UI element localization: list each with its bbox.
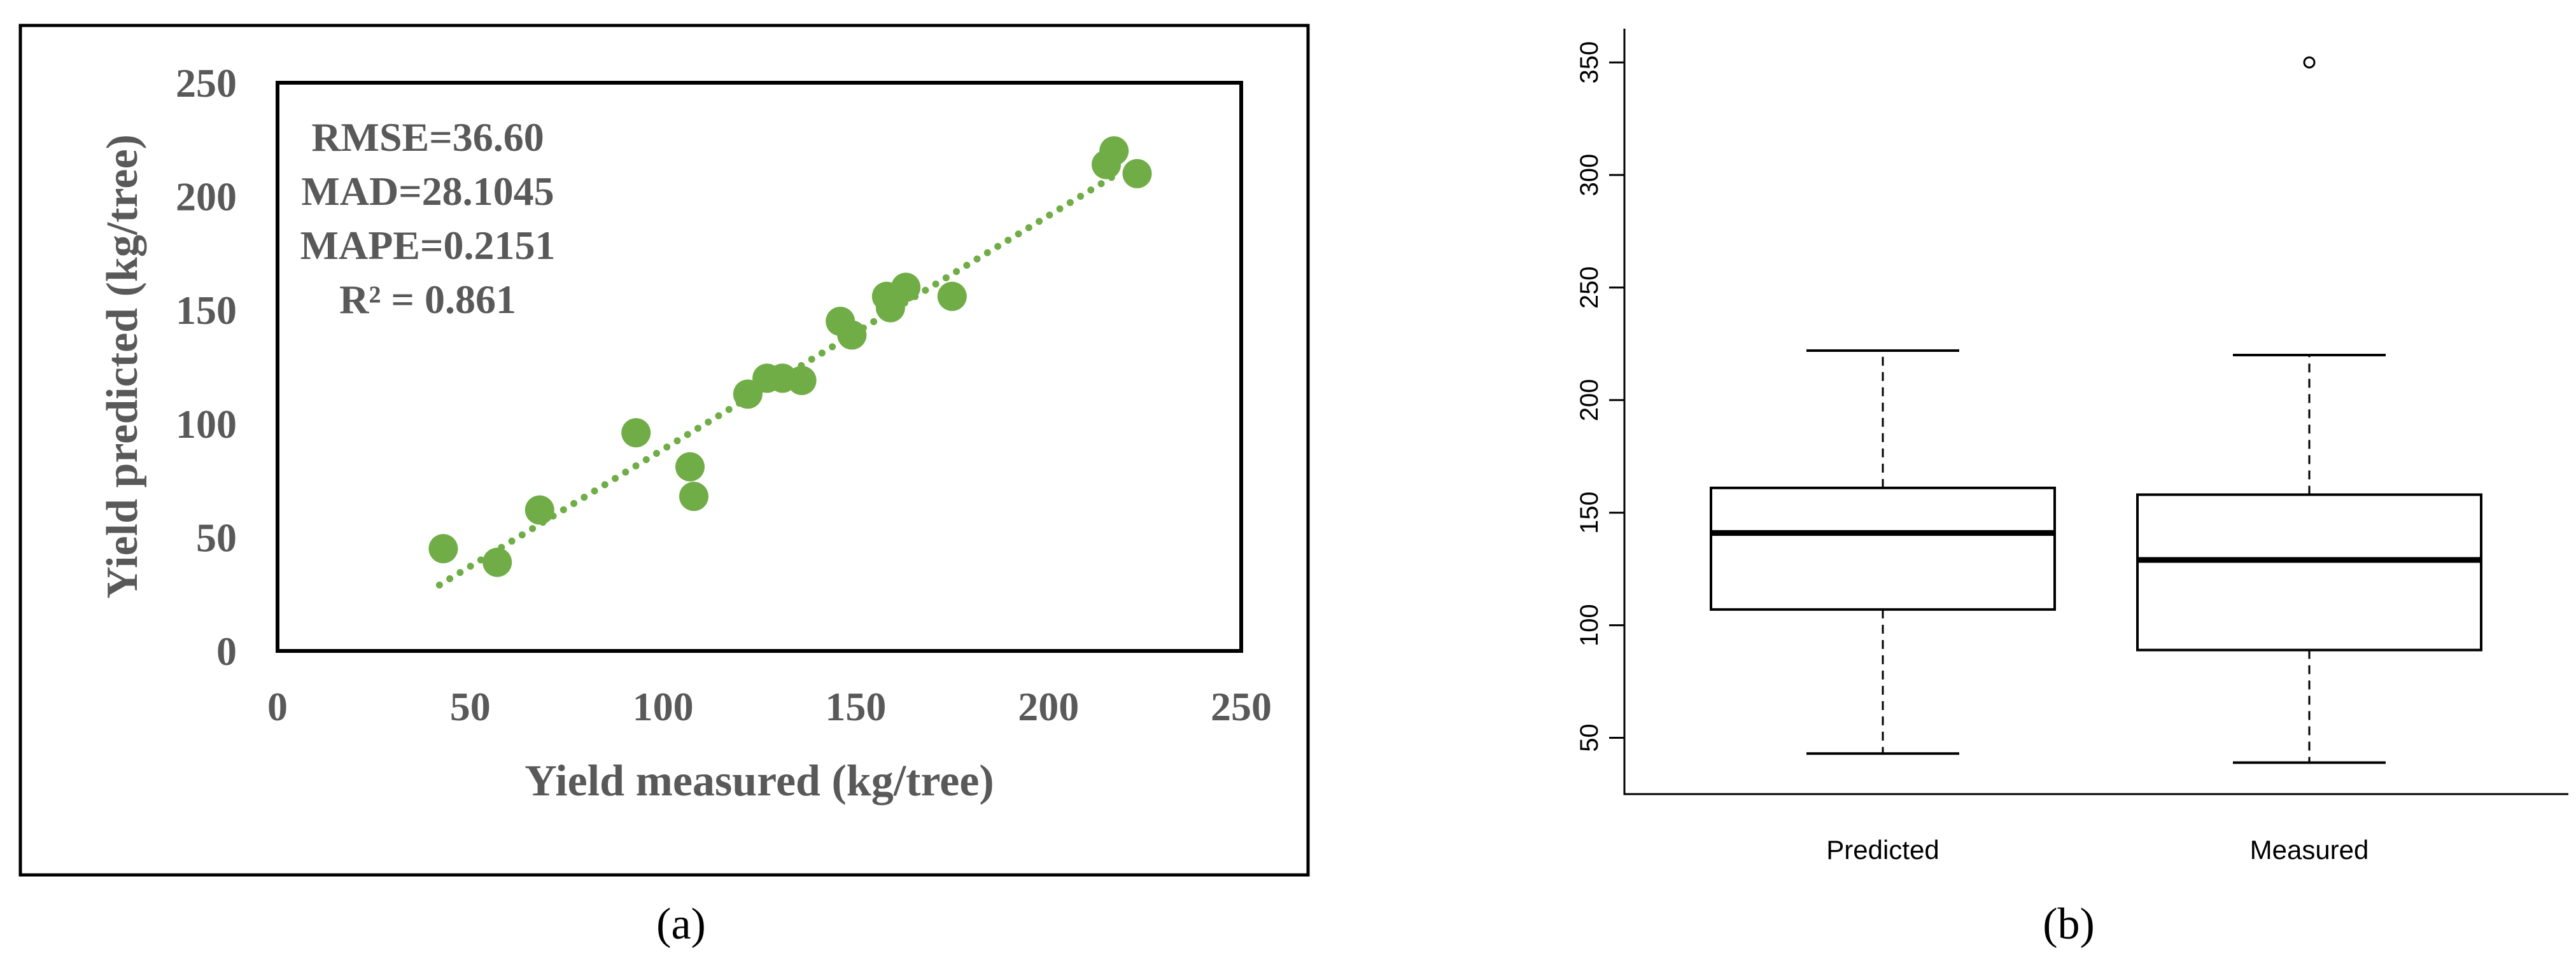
box-measured: Measured: [2137, 57, 2481, 865]
scatter-point-12: [837, 320, 866, 349]
panel-a-x-tick-label: 0: [267, 684, 288, 729]
panel-a-x-tick-label: 100: [633, 684, 694, 729]
panel-a-x-axis-label: Yield measured (kg/tree): [524, 757, 994, 806]
panel-a-x-tick-label: 200: [1018, 684, 1079, 729]
scatter-point-1: [428, 534, 458, 563]
figure: 0 50 100 150 200 250 0 50 100 150 200 250 RMSE=36.…: [0, 0, 2576, 971]
outlier-point: [2304, 57, 2314, 67]
panel-b-y-tick-label: 250: [1575, 267, 1603, 309]
panel-b-y-tick-label: 100: [1575, 604, 1603, 646]
panel-a-y-tick-label: 150: [176, 288, 237, 333]
x-category-label-measured: Measured: [2250, 835, 2369, 865]
mape-annotation: MAPE=0.2151: [300, 223, 556, 268]
panel-b-frame: [1624, 29, 2568, 794]
rmse-annotation: RMSE=36.60: [311, 115, 544, 160]
panel-a-y-tick-labels: 0 50 100 150 200 250: [176, 60, 237, 674]
panel-b-y-tick-label: 350: [1575, 41, 1603, 84]
panel-b-y-tick-label: 50: [1575, 723, 1603, 752]
panel-b-y-tick-label: 300: [1575, 154, 1603, 197]
panel-a-y-tick-label: 200: [176, 174, 237, 220]
panel-a-y-tick-label: 50: [196, 515, 237, 560]
scatter-point-19: [1122, 159, 1151, 188]
scatter-point-3: [525, 496, 554, 525]
scatter-point-10: [787, 366, 817, 395]
panel-a-y-axis-label: Yield predicted (kg/tree): [98, 134, 147, 599]
scatter-point-16: [938, 282, 967, 311]
panel-a-label: (a): [656, 900, 706, 949]
mad-annotation: MAD=28.1045: [301, 169, 554, 214]
iqr-box: [2137, 494, 2481, 650]
box-predicted: Predicted: [1711, 351, 2055, 865]
panel-a-x-tick-label: 50: [450, 684, 491, 729]
scatter-point-18: [1099, 136, 1129, 165]
r2-annotation: R² = 0.861: [339, 277, 516, 322]
panel-a-y-tick-label: 100: [176, 402, 237, 447]
panel-a-y-tick-label: 0: [216, 629, 237, 674]
scatter-point-2: [482, 548, 512, 577]
panel-a-x-tick-label: 150: [825, 684, 886, 729]
panel-b-label: (b): [2043, 900, 2095, 949]
iqr-box: [1711, 488, 2055, 610]
panel-b-y-axis: 50 100 150 200 250 300 350: [1575, 41, 1624, 752]
panel-a-x-tick-label: 250: [1211, 684, 1272, 729]
x-category-label-predicted: Predicted: [1826, 835, 1939, 865]
scatter-point-6: [679, 482, 708, 511]
panel-a-x-tick-labels: 0 50 100 150 200 250: [267, 684, 1272, 729]
panel-b-y-tick-label: 200: [1575, 379, 1603, 421]
scatter-point-4: [621, 418, 651, 447]
panel-a-y-tick-label: 250: [176, 60, 237, 106]
panel-b-y-tick-label: 150: [1575, 491, 1603, 534]
scatter-point-15: [891, 272, 920, 302]
scatter-point-5: [675, 452, 705, 482]
panel-b-boxes: Predicted Measured: [1711, 57, 2481, 865]
